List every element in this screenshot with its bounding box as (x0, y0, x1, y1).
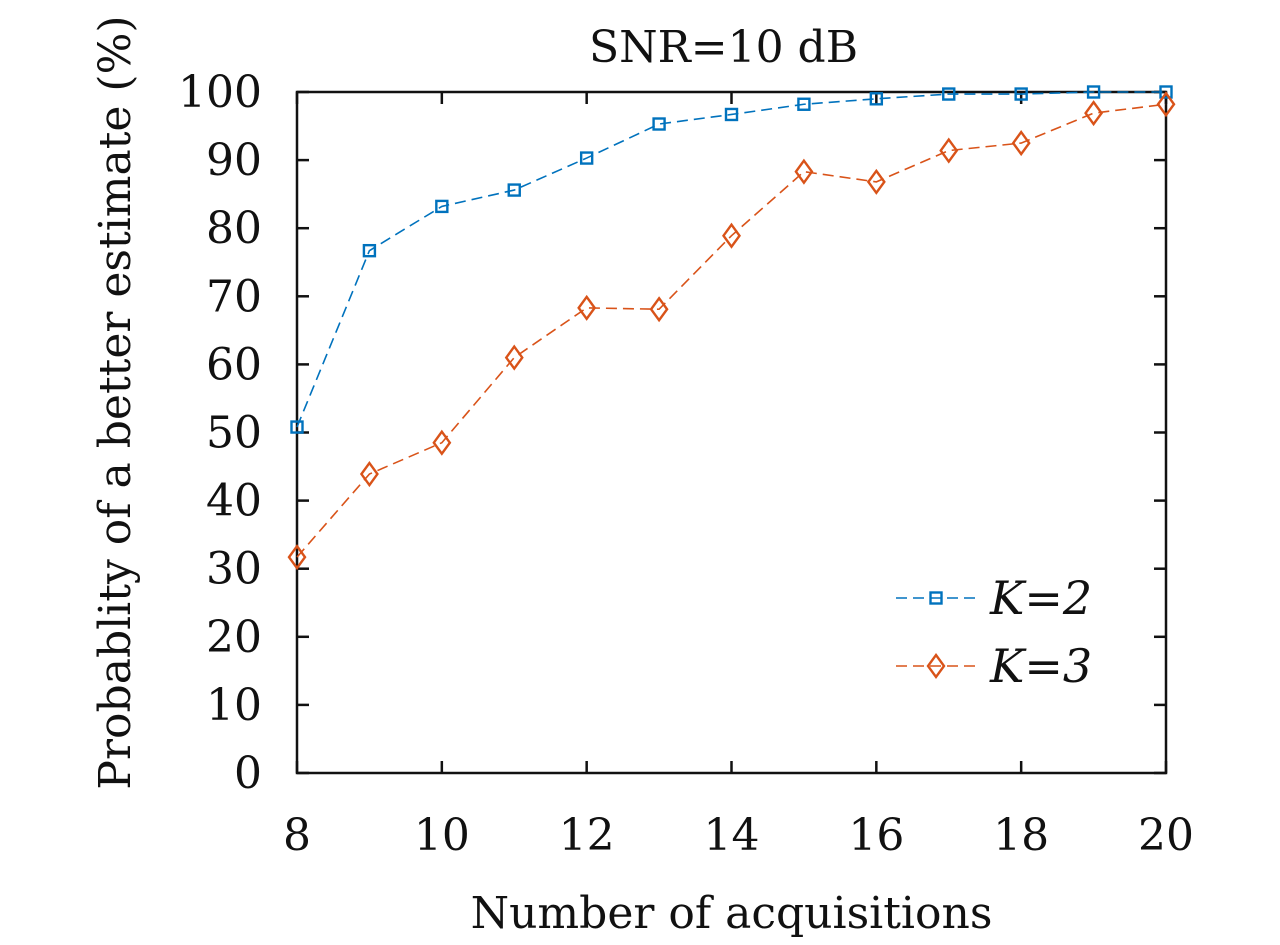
y-tick-label: 90 (206, 135, 262, 186)
y-tick-label: 40 (206, 476, 262, 527)
data-point (1159, 85, 1173, 99)
y-tick-label: 100 (178, 67, 262, 118)
y-tick-label: 0 (234, 748, 262, 799)
legend-marker (929, 591, 943, 605)
data-point (435, 199, 449, 214)
x-tick-label: 18 (993, 810, 1049, 861)
y-tick-label: 80 (206, 203, 262, 254)
data-point (1011, 130, 1031, 157)
data-point (1086, 85, 1101, 99)
legend-marker (926, 652, 946, 680)
y-axis-title: Probablity of a better estimate (%) (90, 15, 141, 789)
data-point (794, 158, 814, 185)
data-point (362, 243, 377, 258)
data-point (504, 344, 524, 371)
data-point (652, 117, 666, 131)
data-point (579, 151, 594, 165)
data-point (432, 429, 452, 456)
legend-label: K=2 (989, 571, 1092, 625)
data-point (724, 107, 739, 122)
x-tick-label: 12 (559, 810, 615, 861)
data-point (869, 92, 884, 106)
data-point (290, 420, 304, 434)
x-tick-label: 16 (848, 810, 904, 861)
series-line (296, 91, 1166, 428)
chart-title: SNR=10 dB (589, 22, 858, 73)
series-line (296, 103, 1167, 558)
series-1 (290, 85, 1173, 434)
series-2 (287, 91, 1176, 571)
y-tick-label: 10 (206, 680, 262, 731)
data-point (287, 544, 307, 571)
data-point (577, 294, 597, 321)
data-point (866, 168, 886, 195)
y-tick-label: 30 (206, 544, 262, 595)
x-tick-label: 10 (414, 810, 470, 861)
y-tick-label: 20 (206, 612, 262, 663)
data-point (649, 296, 669, 323)
data-point (1014, 87, 1028, 101)
axes: 8 10 12 14 16 18 20 0 10 20 30 40 50 60 70 80 90 100 (178, 67, 1194, 861)
data-point (797, 97, 811, 111)
legend-label: K=3 (989, 639, 1092, 693)
series-layer (287, 85, 1176, 571)
y-tick-label: 60 (206, 339, 262, 390)
data-point (1084, 100, 1104, 127)
y-tick-label: 50 (206, 408, 262, 459)
data-point (1156, 91, 1176, 118)
x-tick-label: 20 (1138, 810, 1194, 861)
data-point (722, 222, 741, 249)
legend: K=2K=3 (896, 571, 1092, 693)
data-point (939, 137, 959, 164)
data-point (507, 183, 521, 197)
y-tick-label: 70 (206, 271, 262, 322)
x-axis-title: Number of acquisitions (471, 888, 993, 939)
data-point (942, 87, 956, 101)
x-tick-label: 8 (283, 810, 311, 861)
x-tick-label: 14 (704, 810, 760, 861)
data-point (359, 461, 379, 488)
